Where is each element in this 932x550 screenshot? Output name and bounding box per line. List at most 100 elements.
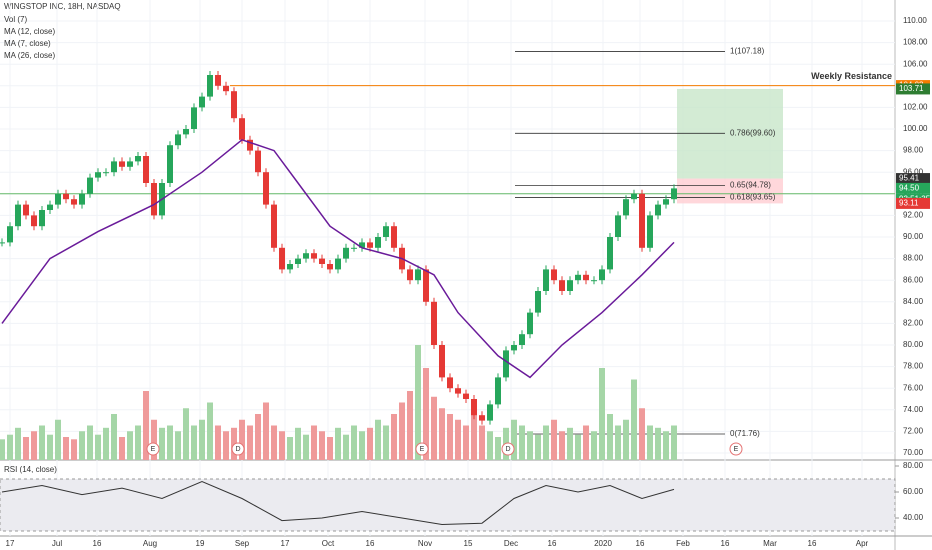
volume-bar bbox=[295, 427, 301, 460]
target-zone bbox=[677, 88, 783, 179]
candle bbox=[663, 199, 669, 205]
volume-bar bbox=[591, 431, 597, 460]
x-tick-label: 17 bbox=[6, 539, 15, 548]
legend-entry: MA (12, close) bbox=[4, 27, 55, 36]
y-tick-label: 84.00 bbox=[903, 297, 924, 306]
candle bbox=[335, 258, 341, 270]
event-icon bbox=[729, 442, 743, 456]
legend-entry: Vol (7) bbox=[4, 15, 27, 24]
candle bbox=[375, 237, 381, 248]
volume-bar bbox=[103, 427, 109, 460]
y-tick-label: 92.00 bbox=[903, 211, 924, 220]
x-tick-label: Dec bbox=[504, 539, 518, 548]
candle bbox=[167, 145, 173, 183]
volume-bar bbox=[159, 427, 165, 460]
rsi-tick-label: 80.00 bbox=[903, 461, 924, 470]
y-tick-label: 74.00 bbox=[903, 405, 924, 414]
resistance-label: Weekly Resistance bbox=[811, 71, 892, 81]
candle bbox=[431, 301, 437, 345]
candle bbox=[63, 193, 69, 200]
candle bbox=[583, 274, 589, 281]
candle bbox=[295, 258, 301, 264]
candle bbox=[591, 280, 597, 282]
candle bbox=[0, 242, 5, 244]
candle bbox=[407, 269, 413, 281]
volume-bar bbox=[623, 419, 629, 460]
x-tick-label: 17 bbox=[281, 539, 290, 548]
y-tick-label: 108.00 bbox=[903, 38, 928, 47]
volume-bar bbox=[407, 391, 413, 460]
x-tick-label: Apr bbox=[856, 539, 869, 548]
candle bbox=[191, 107, 197, 129]
y-tick-label: 100.00 bbox=[903, 124, 928, 133]
volume-bar bbox=[7, 434, 13, 460]
candle bbox=[471, 399, 477, 416]
candle bbox=[559, 280, 565, 291]
candle bbox=[255, 150, 261, 173]
price-tag-label: 103.71 bbox=[899, 84, 924, 93]
fib-label: 0.618(93.65) bbox=[730, 193, 776, 202]
volume-bar bbox=[215, 425, 221, 460]
candle bbox=[95, 172, 101, 178]
volume-bar bbox=[247, 425, 253, 460]
volume-bar bbox=[111, 414, 117, 460]
volume-bar bbox=[383, 425, 389, 460]
y-tick-label: 70.00 bbox=[903, 448, 924, 457]
volume-bar bbox=[271, 425, 277, 460]
volume-bar bbox=[39, 425, 45, 460]
price-tag bbox=[896, 173, 930, 185]
x-tick-label: 16 bbox=[366, 539, 375, 548]
candle bbox=[151, 183, 157, 216]
volume-bar bbox=[135, 425, 141, 460]
x-tick-label: 19 bbox=[196, 539, 205, 548]
x-tick-label: 16 bbox=[721, 539, 730, 548]
volume-bar bbox=[359, 431, 365, 460]
volume-bar bbox=[615, 425, 621, 460]
y-tick-label: 98.00 bbox=[903, 146, 924, 155]
volume-bar bbox=[519, 425, 525, 460]
candle bbox=[207, 75, 213, 97]
candle bbox=[135, 156, 141, 162]
price-tag-label: 94.50 bbox=[899, 184, 920, 193]
fib-label: 1(107.18) bbox=[730, 47, 765, 56]
volume-bar bbox=[31, 431, 37, 460]
volume-bar bbox=[87, 425, 93, 460]
candle bbox=[127, 161, 133, 167]
event-label: E bbox=[734, 446, 739, 453]
candle bbox=[279, 247, 285, 270]
price-tag bbox=[896, 182, 930, 194]
volume-bar bbox=[319, 431, 325, 460]
volume-bar bbox=[663, 431, 669, 460]
volume-bar bbox=[79, 431, 85, 460]
event-icon bbox=[231, 442, 245, 456]
candle bbox=[415, 269, 421, 281]
candle bbox=[367, 242, 373, 248]
candle bbox=[143, 156, 149, 183]
candle bbox=[623, 199, 629, 216]
volume-bar bbox=[279, 431, 285, 460]
x-tick-label: 2020 bbox=[594, 539, 612, 548]
volume-bar bbox=[535, 434, 541, 460]
volume-bar bbox=[127, 431, 133, 460]
candle bbox=[263, 172, 269, 205]
event-label: E bbox=[151, 446, 156, 453]
volume-bar bbox=[487, 431, 493, 460]
candle bbox=[495, 377, 501, 405]
volume-bar bbox=[439, 408, 445, 460]
y-tick-label: 88.00 bbox=[903, 254, 924, 263]
x-tick-label: 16 bbox=[808, 539, 817, 548]
volume-bar bbox=[343, 434, 349, 460]
event-label: E bbox=[420, 446, 425, 453]
volume-bar bbox=[575, 434, 581, 460]
volume-bar bbox=[151, 419, 157, 460]
rsi-tick-label: 40.00 bbox=[903, 513, 924, 522]
candle bbox=[31, 215, 37, 227]
candle bbox=[671, 188, 677, 200]
x-tick-label: Aug bbox=[143, 539, 157, 548]
y-tick-label: 80.00 bbox=[903, 340, 924, 349]
rsi-band bbox=[0, 478, 896, 532]
volume-bar bbox=[199, 419, 205, 460]
volume-bar bbox=[0, 439, 5, 460]
rsi-label: RSI (14, close) bbox=[4, 465, 57, 474]
price-tag-label: 95.41 bbox=[899, 174, 920, 183]
